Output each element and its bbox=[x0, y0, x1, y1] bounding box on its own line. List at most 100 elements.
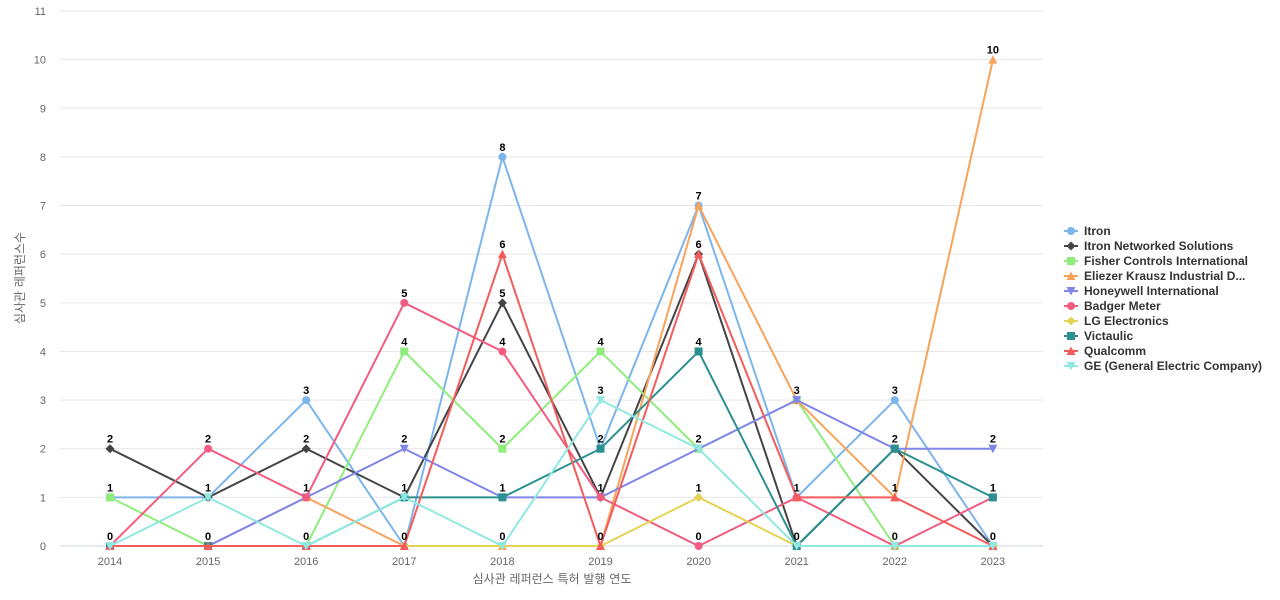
data-point[interactable] bbox=[400, 347, 409, 356]
y-axis-title: 심사관 레퍼런스수 bbox=[13, 232, 27, 324]
legend-item[interactable]: Eliezer Krausz Industrial D... bbox=[1064, 269, 1245, 283]
data-label: 1 bbox=[401, 482, 407, 494]
data-point[interactable] bbox=[301, 444, 311, 454]
legend-marker[interactable] bbox=[1066, 346, 1076, 356]
data-point[interactable] bbox=[694, 444, 704, 454]
data-label: 6 bbox=[696, 239, 702, 251]
data-point[interactable] bbox=[498, 493, 507, 502]
data-point[interactable] bbox=[106, 493, 114, 502]
data-label: 4 bbox=[401, 336, 408, 348]
data-point[interactable] bbox=[694, 249, 704, 259]
legend-label: Fisher Controls International bbox=[1084, 254, 1248, 268]
data-label: 6 bbox=[499, 239, 505, 251]
data-point[interactable] bbox=[301, 542, 311, 551]
data-point[interactable] bbox=[694, 492, 704, 502]
series-6 bbox=[105, 492, 998, 551]
data-point[interactable] bbox=[400, 298, 409, 307]
data-point[interactable] bbox=[497, 542, 507, 551]
data-label: 0 bbox=[597, 531, 603, 543]
data-label: 2 bbox=[107, 434, 113, 446]
data-point[interactable] bbox=[596, 347, 605, 356]
legend-item[interactable]: Badger Meter bbox=[1064, 299, 1161, 313]
x-tick-label: 2015 bbox=[196, 556, 220, 568]
data-point[interactable] bbox=[497, 298, 507, 308]
data-point[interactable] bbox=[694, 542, 703, 550]
legend-marker[interactable] bbox=[1067, 227, 1075, 235]
legend-marker[interactable] bbox=[1067, 302, 1075, 310]
data-label: 4 bbox=[597, 336, 604, 348]
data-point[interactable] bbox=[399, 444, 409, 454]
data-label: 1 bbox=[990, 482, 996, 494]
legend-label: Honeywell International bbox=[1084, 284, 1219, 298]
data-point[interactable] bbox=[596, 396, 605, 405]
data-point[interactable] bbox=[596, 541, 605, 551]
data-label: 5 bbox=[401, 288, 407, 300]
y-tick-label: 11 bbox=[35, 6, 46, 18]
data-point[interactable] bbox=[399, 541, 409, 551]
data-point[interactable] bbox=[596, 493, 605, 502]
data-point[interactable] bbox=[302, 493, 311, 502]
legend-marker[interactable] bbox=[1067, 332, 1075, 340]
data-point[interactable] bbox=[302, 396, 311, 405]
legend-marker[interactable] bbox=[1066, 271, 1076, 281]
data-point[interactable] bbox=[105, 542, 115, 551]
y-tick-label: 0 bbox=[40, 541, 46, 553]
data-point[interactable] bbox=[497, 249, 507, 259]
legend-item[interactable]: LG Electronics bbox=[1064, 314, 1169, 328]
data-point[interactable] bbox=[596, 444, 605, 453]
data-label: 0 bbox=[696, 531, 702, 543]
legend-marker[interactable] bbox=[1066, 362, 1076, 371]
y-tick-label: 10 bbox=[34, 55, 46, 67]
data-point[interactable] bbox=[792, 396, 802, 405]
data-label: 2 bbox=[696, 434, 702, 446]
legend-item[interactable]: GE (General Electric Company) bbox=[1064, 359, 1262, 373]
data-label: 3 bbox=[303, 385, 309, 397]
data-label: 2 bbox=[303, 434, 309, 446]
data-point[interactable] bbox=[890, 492, 900, 502]
legend-item[interactable]: Itron bbox=[1064, 224, 1111, 238]
legend-label: LG Electronics bbox=[1084, 314, 1169, 328]
data-point[interactable] bbox=[105, 444, 115, 454]
legend-marker[interactable] bbox=[1067, 257, 1075, 265]
data-point[interactable] bbox=[988, 493, 997, 502]
data-point[interactable] bbox=[890, 444, 899, 453]
data-point[interactable] bbox=[792, 542, 802, 551]
data-point[interactable] bbox=[694, 347, 703, 356]
series-line bbox=[110, 251, 994, 550]
data-label: 7 bbox=[696, 191, 702, 203]
data-point[interactable] bbox=[498, 347, 507, 356]
data-point[interactable] bbox=[694, 201, 704, 210]
data-point[interactable] bbox=[203, 493, 213, 502]
data-point[interactable] bbox=[988, 55, 998, 64]
legend-marker[interactable] bbox=[1066, 287, 1076, 296]
legend-marker[interactable] bbox=[1066, 316, 1076, 326]
data-point[interactable] bbox=[988, 444, 998, 454]
series-line bbox=[109, 398, 993, 548]
data-point[interactable] bbox=[890, 396, 899, 405]
legend-marker[interactable] bbox=[1066, 241, 1076, 251]
legend-item[interactable]: Qualcomm bbox=[1064, 344, 1146, 358]
data-point[interactable] bbox=[498, 444, 507, 453]
x-tick-label: 2016 bbox=[294, 556, 318, 568]
data-point[interactable] bbox=[498, 152, 507, 161]
data-point[interactable] bbox=[204, 444, 213, 453]
data-label: 2 bbox=[892, 434, 898, 446]
data-label: 0 bbox=[107, 531, 113, 543]
data-point[interactable] bbox=[399, 493, 409, 502]
data-point[interactable] bbox=[203, 541, 213, 551]
data-point[interactable] bbox=[792, 492, 802, 502]
data-point[interactable] bbox=[988, 542, 998, 551]
legend-item[interactable]: Victaulic bbox=[1064, 329, 1133, 343]
series-8 bbox=[105, 249, 998, 551]
legend-item[interactable]: Fisher Controls International bbox=[1064, 254, 1248, 268]
legend-item[interactable]: Honeywell International bbox=[1064, 284, 1219, 298]
legend-item[interactable]: Itron Networked Solutions bbox=[1064, 239, 1234, 253]
y-tick-label: 9 bbox=[40, 103, 46, 115]
data-label: 3 bbox=[794, 385, 800, 397]
data-label: 2 bbox=[499, 434, 505, 446]
y-axis: 0 1 2 3 4 5 6 7 8 9 10 11 bbox=[34, 6, 46, 553]
data-point[interactable] bbox=[890, 542, 900, 551]
